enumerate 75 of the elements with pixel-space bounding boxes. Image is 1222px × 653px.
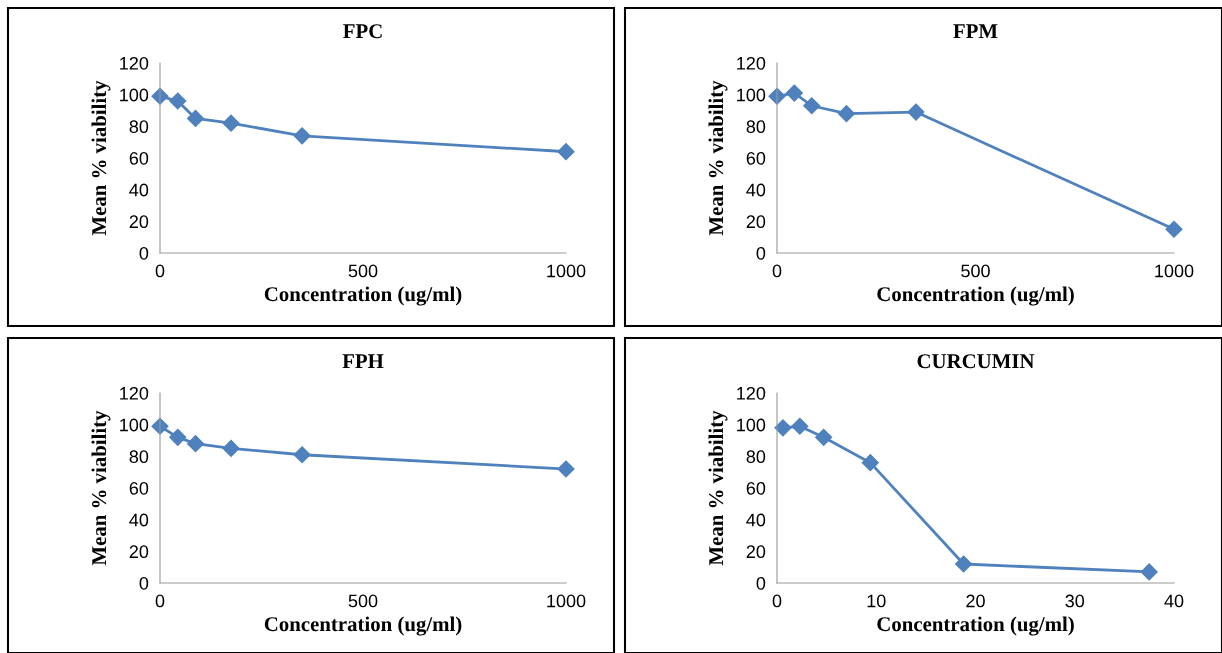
x-tick-label: 1000	[547, 594, 586, 608]
point	[293, 446, 311, 464]
y-tick-label: 20	[746, 545, 766, 559]
x-axis-title: Concentration (ug/ml)	[877, 286, 1074, 306]
y-tick-label: 80	[746, 450, 766, 464]
x-tick-label: 500	[348, 264, 378, 278]
y-axis-title: Mean % viability	[91, 410, 111, 566]
point	[169, 428, 187, 446]
y-tick-label: 80	[129, 450, 149, 464]
y-tick-label: 120	[120, 386, 149, 400]
point	[815, 428, 833, 446]
point	[774, 419, 792, 437]
x-tick-label: 0	[155, 264, 165, 278]
y-tick-label: 100	[737, 418, 766, 432]
y-tick-label: 0	[139, 576, 149, 590]
chart-title: FPM	[953, 24, 998, 38]
point	[557, 143, 575, 161]
y-tick-label: 40	[746, 513, 766, 527]
y-tick-label: 120	[737, 56, 766, 70]
x-tick-label: 0	[155, 594, 165, 608]
point	[186, 435, 205, 453]
y-tick-label: 60	[129, 151, 149, 165]
x-tick-label: 30	[1065, 594, 1085, 608]
point	[186, 109, 205, 127]
x-tick-label: 500	[348, 594, 378, 608]
point	[837, 105, 856, 123]
y-axis-title: Mean % viability	[91, 80, 111, 236]
y-tick-label: 20	[129, 215, 149, 229]
y-tick-label: 100	[120, 418, 149, 432]
point	[785, 84, 803, 102]
x-tick-label: 1000	[547, 264, 586, 278]
y-tick-label: 60	[746, 481, 766, 495]
point	[907, 103, 925, 121]
x-tick-label: 500	[961, 264, 990, 278]
x-axis-title: Concentration (ug/ml)	[264, 616, 462, 636]
x-axis-title: Concentration (ug/ml)	[264, 286, 462, 306]
point	[222, 114, 240, 132]
point	[169, 92, 187, 110]
y-axis-title: Mean % viability	[708, 410, 728, 566]
y-tick-label: 20	[746, 215, 766, 229]
y-tick-label: 80	[129, 120, 149, 134]
y-tick-label: 20	[129, 545, 149, 559]
y-tick-label: 80	[746, 120, 766, 134]
y-tick-label: 100	[120, 88, 149, 102]
point	[557, 460, 575, 478]
x-tick-label: 20	[966, 594, 985, 608]
chart-title: FPC	[343, 24, 382, 39]
y-tick-label: 60	[129, 481, 149, 495]
y-tick-label: 60	[746, 151, 766, 165]
y-tick-label: 120	[737, 386, 766, 400]
y-tick-label: 40	[746, 183, 766, 197]
y-tick-label: 40	[129, 513, 149, 527]
x-tick-label: 40	[1164, 594, 1184, 608]
point	[222, 439, 240, 457]
y-axis-title: Mean % viability	[708, 80, 728, 236]
chart-title: FPH	[342, 354, 384, 368]
x-tick-label: 1000	[1155, 264, 1194, 278]
x-axis-title: Concentration (ug/ml)	[877, 616, 1074, 636]
point	[861, 454, 879, 472]
y-tick-label: 120	[120, 56, 149, 70]
x-tick-label: 0	[772, 594, 782, 608]
y-tick-label: 0	[756, 576, 766, 590]
point	[791, 417, 809, 435]
y-tick-label: 100	[737, 88, 766, 102]
point	[803, 97, 821, 115]
x-tick-label: 10	[867, 594, 886, 608]
chart-title: CURCUMIN	[917, 354, 1035, 369]
point	[955, 555, 973, 573]
y-tick-label: 0	[139, 246, 149, 260]
y-tick-label: 0	[756, 246, 766, 260]
y-tick-label: 40	[129, 183, 149, 197]
point	[1165, 220, 1183, 238]
x-tick-label: 0	[772, 264, 782, 278]
point	[1140, 563, 1158, 581]
point	[293, 127, 311, 145]
